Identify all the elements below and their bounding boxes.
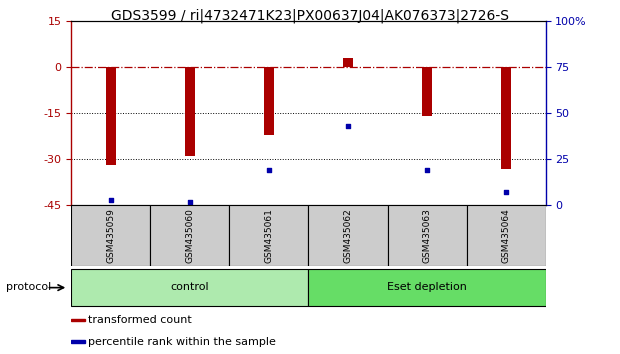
Point: [264, 167, 274, 173]
Text: GDS3599 / ri|4732471K23|PX00637J04|AK076373|2726-S: GDS3599 / ri|4732471K23|PX00637J04|AK076…: [111, 9, 509, 23]
Bar: [150, 205, 229, 266]
Point: [106, 197, 116, 202]
Text: control: control: [170, 282, 209, 292]
Point: [185, 199, 195, 205]
Text: transformed count: transformed count: [88, 315, 192, 325]
Point: [501, 190, 511, 195]
Bar: [264, 67, 273, 135]
Bar: [229, 205, 309, 266]
Bar: [71, 269, 308, 306]
Text: GSM435061: GSM435061: [264, 208, 273, 263]
Text: GSM435060: GSM435060: [185, 208, 195, 263]
Text: percentile rank within the sample: percentile rank within the sample: [88, 337, 276, 347]
Bar: [422, 67, 432, 116]
Bar: [343, 58, 353, 67]
Text: Eset depletion: Eset depletion: [387, 282, 467, 292]
Bar: [309, 205, 388, 266]
Point: [343, 123, 353, 129]
Bar: [388, 205, 467, 266]
Text: GSM435063: GSM435063: [422, 208, 432, 263]
Bar: [71, 341, 86, 343]
Bar: [466, 205, 546, 266]
Bar: [502, 67, 511, 169]
Bar: [71, 319, 86, 321]
Text: protocol: protocol: [6, 282, 51, 292]
Text: GSM435062: GSM435062: [343, 208, 353, 263]
Bar: [71, 205, 150, 266]
Point: [422, 167, 432, 173]
Bar: [185, 67, 195, 156]
Bar: [309, 269, 546, 306]
Text: GSM435059: GSM435059: [106, 208, 115, 263]
Bar: [106, 67, 115, 165]
Text: GSM435064: GSM435064: [502, 208, 511, 263]
